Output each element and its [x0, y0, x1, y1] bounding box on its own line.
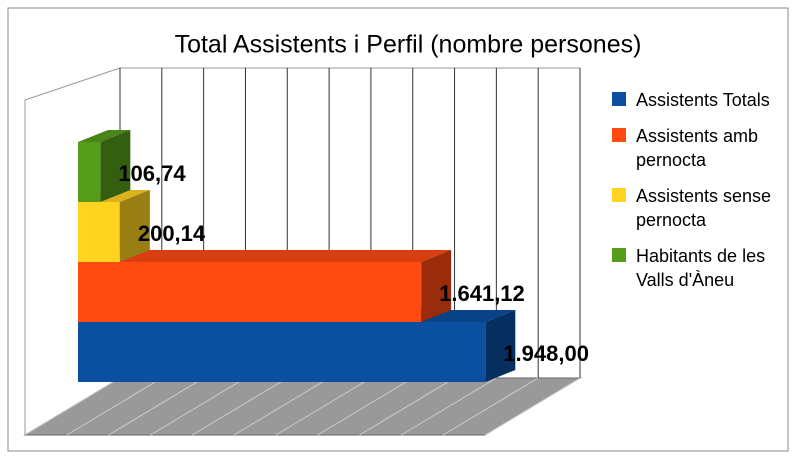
floor-grid-line	[359, 377, 455, 436]
floor-grid-line	[66, 377, 163, 436]
bar-front	[78, 202, 120, 262]
value-label: 200,14	[138, 221, 206, 246]
legend: Assistents Totals Assistents amb pernocta…	[612, 88, 772, 304]
legend-item: Habitants de les Valls d'Àneu	[612, 244, 772, 292]
bar-side	[100, 130, 131, 202]
bar	[78, 130, 131, 202]
value-label: 1.948,00	[503, 341, 589, 366]
legend-label: Assistents amb pernocta	[636, 126, 759, 170]
bar-side	[119, 190, 150, 262]
legend-swatch	[612, 188, 626, 202]
floor-grid-line	[24, 377, 121, 436]
bar	[78, 250, 452, 322]
legend-item: Assistents sense pernocta	[612, 184, 772, 232]
bar-front	[78, 322, 486, 382]
legend-label: Assistents sense pernocta	[636, 186, 772, 230]
bar-top	[78, 250, 452, 262]
legend-label: Assistents Totals	[636, 90, 770, 110]
value-label: 1.641,12	[439, 281, 525, 306]
floor-grid-line	[108, 377, 204, 436]
floor-grid-line	[401, 377, 497, 436]
floor-grid-line	[484, 377, 581, 436]
bar-front	[78, 262, 422, 322]
floor-grid-line	[233, 377, 330, 436]
bar-top	[78, 130, 131, 142]
chart-title: Total Assistents i Perfil (nombre person…	[175, 31, 642, 59]
legend-swatch	[612, 128, 626, 142]
value-label: 106,74	[118, 161, 186, 186]
bar-front	[78, 142, 101, 202]
legend-swatch	[612, 92, 626, 106]
legend-item: Assistents amb pernocta	[612, 124, 772, 172]
legend-item: Assistents Totals	[612, 88, 772, 112]
bar-side	[421, 250, 452, 322]
floor-grid-line	[192, 377, 288, 436]
floor-grid-line	[317, 377, 413, 436]
legend-swatch	[612, 248, 626, 262]
legend-label: Habitants de les Valls d'Àneu	[636, 246, 766, 290]
bar-side	[485, 310, 516, 382]
floor-grid-line	[275, 377, 372, 436]
floor-grid-line	[442, 377, 539, 436]
floor-grid-line	[150, 377, 246, 436]
floor	[23, 377, 582, 436]
